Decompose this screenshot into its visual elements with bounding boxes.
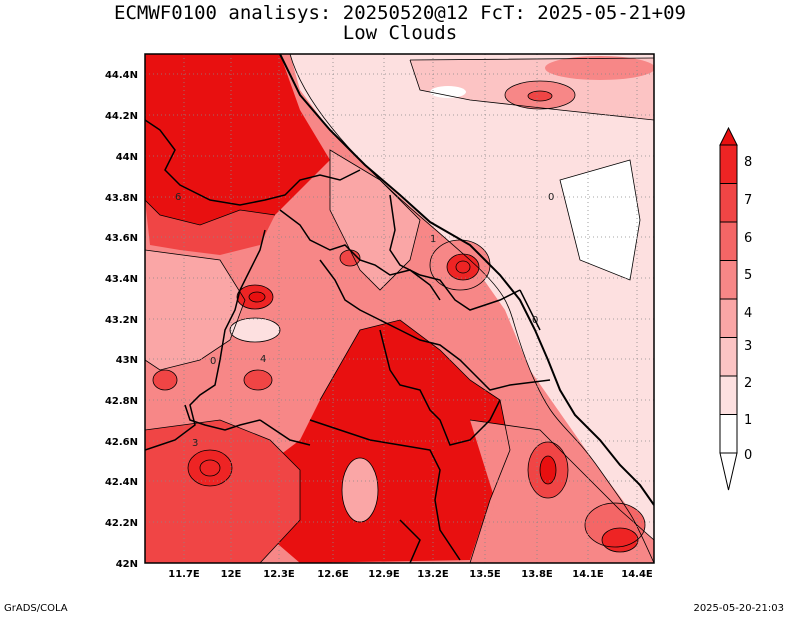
- colorbar-swatch: [719, 298, 738, 338]
- map-title: ECMWF0100 analisys: 20250520@12 FcT: 202…: [114, 2, 686, 24]
- contour-label: 6: [175, 192, 181, 203]
- colorbar-swatch: [719, 337, 738, 377]
- plot-frame: [144, 53, 655, 564]
- colorbar-label: 4: [744, 306, 752, 321]
- lon-label: 13.2E: [417, 569, 449, 580]
- colorbar: 8 7 6 5 4 3 2 1 0: [719, 126, 752, 491]
- contour-label: 3: [192, 438, 198, 449]
- lon-label: 12.6E: [317, 569, 349, 580]
- contour-label: 1: [430, 234, 436, 245]
- credit-label: GrADS/COLA: [4, 603, 68, 614]
- lat-label: 42.2N: [105, 518, 138, 529]
- colorbar-label: 2: [744, 376, 752, 391]
- colorbar-label: 6: [744, 231, 752, 246]
- lat-label: 43.4N: [105, 274, 138, 285]
- colorbar-swatch: [719, 260, 738, 300]
- colorbar-swatch: [719, 144, 738, 184]
- lon-label: 12.3E: [263, 569, 295, 580]
- colorbar-swatch: [719, 375, 738, 415]
- lat-label: 44.4N: [105, 70, 138, 81]
- colorbar-label: 1: [744, 413, 752, 428]
- lat-label: 42.6N: [105, 437, 138, 448]
- field-sea-clear: [560, 160, 640, 280]
- colorbar-swatch: [719, 414, 738, 454]
- field-south-mid: [145, 420, 300, 563]
- lat-label: 42.4N: [105, 477, 138, 488]
- contour-label: 4: [260, 354, 266, 365]
- lon-label: 13.8E: [521, 569, 553, 580]
- colorbar-swatch: [719, 183, 738, 223]
- colorbar-label: 5: [744, 268, 752, 283]
- field-west-mid: [145, 250, 245, 370]
- coastline: [279, 54, 654, 506]
- lat-label: 42.8N: [105, 396, 138, 407]
- lon-label: 13.5E: [469, 569, 501, 580]
- lat-label: 43.8N: [105, 193, 138, 204]
- colorbar-max-triangle: [719, 126, 738, 146]
- lon-label: 12E: [221, 569, 242, 580]
- colorbar-label: 7: [744, 193, 752, 208]
- lat-label: 43.6N: [105, 233, 138, 244]
- colorbar-label: 8: [744, 155, 752, 170]
- grid-lines: [145, 54, 654, 563]
- lon-label: 11.7E: [168, 569, 200, 580]
- field-nw-mid: [145, 200, 275, 255]
- lat-axis-labels: 44.4N 44.2N 44N 43.8N 43.6N 43.4N 43.2N …: [105, 70, 138, 570]
- lat-label: 44.2N: [105, 111, 138, 122]
- lat-label: 42N: [116, 559, 138, 570]
- cloud-field: 6 1 4 3 0 0 0: [145, 54, 654, 563]
- field-nw-dark: [145, 54, 330, 225]
- colorbar-swatch: [719, 221, 738, 261]
- lon-label: 14.1E: [572, 569, 604, 580]
- lat-label: 43N: [116, 355, 138, 366]
- lon-label: 14.4E: [621, 569, 653, 580]
- colorbar-label: 0: [744, 448, 752, 463]
- region-borders: [145, 119, 551, 563]
- timestamp-label: 2025-05-20-21:03: [693, 603, 784, 614]
- map-subtitle: Low Clouds: [342, 22, 458, 44]
- lon-axis-labels: 11.7E 12E 12.3E 12.6E 12.9E 13.2E 13.5E …: [168, 569, 653, 580]
- contour-label: 0: [532, 315, 538, 326]
- contour-label: 0: [210, 356, 216, 367]
- colorbar-min-triangle: [719, 452, 738, 491]
- lon-label: 12.9E: [368, 569, 400, 580]
- contour-label: 0: [548, 192, 554, 203]
- colorbar-label: 3: [744, 339, 752, 354]
- lat-label: 43.2N: [105, 315, 138, 326]
- lat-label: 44N: [116, 152, 138, 163]
